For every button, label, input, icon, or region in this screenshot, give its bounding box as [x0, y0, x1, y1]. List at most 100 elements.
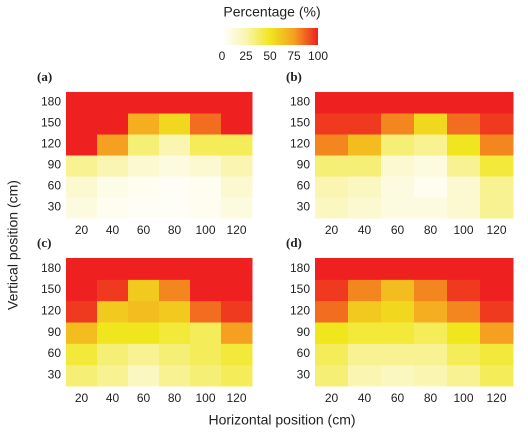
y-tick-label: 120: [41, 304, 61, 318]
heatmap-cell: [97, 279, 129, 302]
heatmap-cell: [480, 279, 514, 302]
heatmap-cell: [414, 92, 448, 114]
heatmap-cell: [315, 197, 349, 219]
heatmap-cell: [315, 300, 349, 323]
heatmap-cell: [190, 322, 222, 344]
heatmap-cell: [348, 134, 382, 156]
heatmap-cell: [128, 134, 160, 156]
heatmap-cell: [315, 134, 349, 156]
y-tick-label: 30: [48, 368, 62, 382]
heatmap-cell: [221, 343, 253, 366]
heatmap-cell: [348, 364, 382, 387]
heatmap-cell: [66, 113, 98, 135]
x-tick-label: 120: [226, 223, 246, 237]
y-tick-label: 150: [41, 116, 61, 130]
heatmap-cell: [414, 113, 448, 135]
y-tick-label: 90: [48, 158, 62, 172]
heatmap-cell: [348, 300, 382, 323]
heatmap-cell: [66, 343, 98, 366]
x-tick-label: 120: [486, 223, 506, 237]
colorbar: [222, 28, 318, 45]
heatmap-cell: [128, 92, 160, 114]
heatmap-cell: [315, 279, 349, 302]
heatmap-cell: [381, 364, 415, 387]
heatmap-cell: [221, 176, 253, 198]
heatmap-cell: [159, 364, 191, 387]
y-axis-label: Vertical position (cm): [5, 180, 21, 310]
heatmap-cell: [414, 322, 448, 344]
heatmap-cell: [447, 343, 481, 366]
x-axis-label: Horizontal position (cm): [208, 412, 355, 428]
heatmap-cell: [381, 113, 415, 135]
heatmap-cell: [97, 343, 129, 366]
heatmap-cell: [128, 343, 160, 366]
heatmap-cell: [315, 343, 349, 366]
heatmap-cell: [447, 322, 481, 344]
heatmap-cell: [159, 134, 191, 156]
heatmap-cell: [221, 279, 253, 302]
panel-label: (a): [37, 69, 52, 84]
y-tick-label: 180: [41, 261, 61, 275]
heatmap-cell: [97, 322, 129, 344]
heatmap-cell: [66, 300, 98, 323]
heatmap-cell: [66, 197, 98, 219]
x-tick-label: 40: [358, 391, 372, 405]
heatmap-cell: [190, 176, 222, 198]
heatmap-cell: [414, 134, 448, 156]
y-tick-label: 150: [41, 282, 61, 296]
heatmap-cell: [480, 176, 514, 198]
heatmap-cell: [66, 155, 98, 177]
heatmap-cell: [381, 92, 415, 114]
heatmap-cell: [414, 176, 448, 198]
heatmap-cell: [190, 258, 222, 280]
heatmap-cell: [315, 155, 349, 177]
heatmap-cell: [128, 279, 160, 302]
y-tick-label: 150: [290, 116, 310, 130]
heatmap-cell: [66, 322, 98, 344]
panel-label: (c): [37, 235, 51, 250]
heatmap-cell: [190, 197, 222, 219]
heatmap-cell: [128, 197, 160, 219]
heatmap-cell: [381, 279, 415, 302]
y-tick-label: 60: [48, 179, 62, 193]
x-tick-label: 60: [137, 223, 151, 237]
heatmap-cell: [97, 197, 129, 219]
heatmap-cell: [221, 197, 253, 219]
heatmap-cell: [190, 92, 222, 114]
heatmap-cell: [66, 279, 98, 302]
heatmap-cell: [381, 197, 415, 219]
heatmap-cell: [221, 322, 253, 344]
x-tick-label: 120: [226, 391, 246, 405]
heatmap-cell: [414, 197, 448, 219]
x-tick-label: 80: [168, 391, 182, 405]
heatmap-cell: [66, 258, 98, 280]
heatmap-cell: [381, 322, 415, 344]
heatmap-cell: [315, 258, 349, 280]
heatmap-cell: [348, 197, 382, 219]
heatmap-cell: [480, 92, 514, 114]
heatmap-cell: [447, 134, 481, 156]
heatmap-cell: [348, 176, 382, 198]
heatmap-cell: [381, 343, 415, 366]
y-tick-label: 120: [290, 304, 310, 318]
heatmap-cell: [447, 92, 481, 114]
heatmap-cell: [480, 364, 514, 387]
heatmap-cell: [159, 155, 191, 177]
colorbar-title: Percentage (%): [223, 4, 320, 20]
heatmap-cell: [381, 258, 415, 280]
y-tick-label: 30: [297, 200, 311, 214]
heatmap-cell: [128, 155, 160, 177]
heatmap-cell: [414, 364, 448, 387]
heatmap-cell: [348, 258, 382, 280]
heatmap-cell: [97, 300, 129, 323]
heatmap-cell: [381, 176, 415, 198]
y-tick-label: 120: [41, 137, 61, 151]
y-tick-label: 30: [48, 200, 62, 214]
x-tick-label: 60: [137, 391, 151, 405]
colorbar-tick-label: 50: [263, 49, 277, 63]
x-tick-label: 40: [358, 223, 372, 237]
y-tick-label: 90: [48, 325, 62, 339]
heatmap-cell: [190, 364, 222, 387]
heatmap-cell: [66, 92, 98, 114]
y-tick-label: 180: [290, 95, 310, 109]
